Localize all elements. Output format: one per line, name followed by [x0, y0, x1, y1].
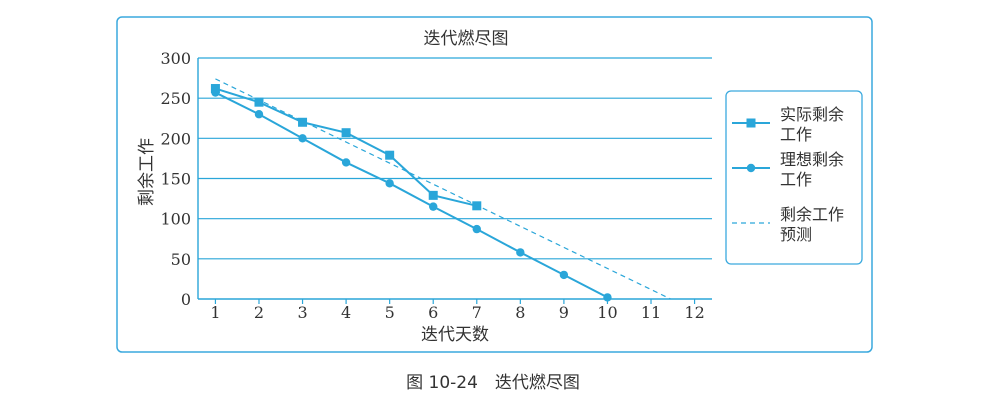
x-axis-label: 迭代天数 — [421, 325, 489, 345]
chart-title: 迭代燃尽图 — [424, 29, 509, 49]
axes — [197, 58, 712, 304]
series-2 — [211, 88, 612, 302]
series-line — [214, 91, 608, 299]
data-point-circle — [429, 202, 438, 211]
series — [210, 78, 671, 302]
x-tick-label: 8 — [515, 303, 525, 322]
x-tick-label: 1 — [210, 303, 220, 322]
y-tick-label: 250 — [160, 89, 191, 108]
data-point-circle — [254, 110, 264, 119]
data-point-circle — [298, 134, 307, 143]
data-point-circle — [559, 270, 569, 280]
data-point-square — [298, 117, 308, 127]
series-3 — [215, 78, 671, 300]
x-tick-label: 2 — [254, 303, 264, 322]
data-point-circle — [211, 88, 220, 97]
x-tick-label: 9 — [559, 303, 569, 322]
x-tick-label: 3 — [297, 303, 307, 322]
data-point-square — [428, 190, 438, 200]
x-tick-label: 12 — [684, 303, 704, 322]
legend-label: 工作 — [780, 125, 812, 144]
legend-label: 实际剩余 — [780, 105, 844, 124]
legend-box — [725, 90, 863, 265]
legend-marker-square — [746, 118, 756, 128]
series-line — [215, 78, 671, 300]
legend-label: 预测 — [780, 225, 812, 244]
legend-marker-circle — [746, 163, 756, 173]
y-tick-label: 0 — [181, 290, 191, 309]
data-point-square — [254, 97, 264, 107]
data-point-square — [341, 128, 351, 138]
x-tick-label: 11 — [641, 303, 661, 322]
data-point-circle — [603, 293, 612, 302]
x-tick-label: 4 — [341, 303, 351, 322]
x-tick-label: 6 — [428, 303, 438, 322]
x-tick-label: 7 — [472, 303, 482, 322]
y-tick-label: 200 — [160, 129, 191, 148]
y-axis-label: 剩余工作 — [137, 138, 157, 206]
y-tick-label: 300 — [160, 49, 191, 68]
legend-label: 剩余工作 — [780, 205, 844, 224]
chart-frame — [116, 16, 873, 353]
legend-label: 工作 — [780, 170, 812, 189]
x-tick-label: 5 — [385, 303, 395, 322]
x-tick-label: 10 — [597, 303, 617, 322]
data-point-circle — [341, 158, 351, 167]
data-point-circle — [516, 248, 525, 257]
data-point-circle — [385, 179, 394, 188]
legend-label: 理想剩余 — [780, 150, 844, 169]
y-tick-label: 150 — [160, 170, 191, 189]
data-point-square — [385, 150, 395, 160]
y-tick-label: 100 — [160, 210, 191, 229]
data-point-circle — [472, 224, 481, 234]
y-tick-label: 50 — [171, 250, 191, 269]
figure-caption: 图 10-24 迭代燃尽图 — [406, 373, 580, 393]
